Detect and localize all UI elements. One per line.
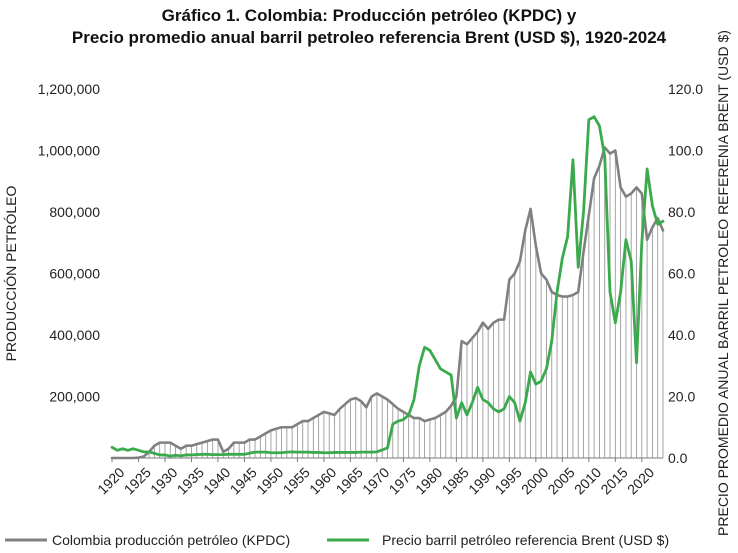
y2-tick-label: 100.0 xyxy=(668,143,703,159)
legend-label-production: Colombia producción petróleo (KPDC) xyxy=(52,532,290,548)
y-tick-label: 600,000 xyxy=(49,266,100,282)
x-tick-label: 1955 xyxy=(280,464,313,497)
production-series-line xyxy=(110,146,665,460)
y-tick-label: 200,000 xyxy=(49,389,100,405)
chart-subtitle: Precio promedio anual barril petroleo re… xyxy=(71,28,667,47)
x-tick-label: 1980 xyxy=(412,464,445,497)
x-tick-label: 1990 xyxy=(465,464,498,497)
x-tick-label: 1985 xyxy=(439,464,472,497)
x-tick-label: 1925 xyxy=(121,464,154,497)
x-tick-label: 2010 xyxy=(571,464,604,497)
y2-tick-label: 20.0 xyxy=(668,389,695,405)
x-tick-label: 1960 xyxy=(306,464,339,497)
y-tick-label: 1,000,000 xyxy=(38,143,100,159)
x-tick-label: 1975 xyxy=(386,464,419,497)
y2-axis-title: PRECIO PROMEDIO ANUAL BARRIL PETROLEO RE… xyxy=(715,30,731,536)
y2-tick-label: 40.0 xyxy=(668,327,695,343)
x-tick-label: 1935 xyxy=(174,464,207,497)
y-tick-label: 400,000 xyxy=(49,327,100,343)
x-tick-label: 1930 xyxy=(147,464,180,497)
y2-tick-label: 80.0 xyxy=(668,204,695,220)
x-tick-label: 2005 xyxy=(544,464,577,497)
x-tick-label: 1970 xyxy=(359,464,392,497)
brent-price-series-line xyxy=(110,115,665,458)
x-tick-label: 2020 xyxy=(624,464,657,497)
y-axis-title: PRODUCCIÓN PETRÓLEO xyxy=(3,185,19,361)
y-tick-label: 1,200,000 xyxy=(38,81,100,97)
x-tick-label: 1995 xyxy=(491,464,524,497)
x-tick-label: 1965 xyxy=(333,464,366,497)
x-tick-label: 1940 xyxy=(200,464,233,497)
legend-label-brent: Precio barril petróleo referencia Brent … xyxy=(382,532,669,548)
x-tick-label: 1920 xyxy=(94,464,127,497)
x-tick-label: 1945 xyxy=(227,464,260,497)
x-tick-label: 2000 xyxy=(518,464,551,497)
y-tick-label: 800,000 xyxy=(49,204,100,220)
x-tick-label: 1950 xyxy=(253,464,286,497)
y2-tick-label: 0.0 xyxy=(668,450,688,466)
y2-tick-label: 60.0 xyxy=(668,266,695,282)
y2-tick-label: 120.0 xyxy=(668,81,703,97)
chart-title: Gráfico 1. Colombia: Producción petróleo… xyxy=(161,6,577,25)
x-tick-label: 2015 xyxy=(597,464,630,497)
